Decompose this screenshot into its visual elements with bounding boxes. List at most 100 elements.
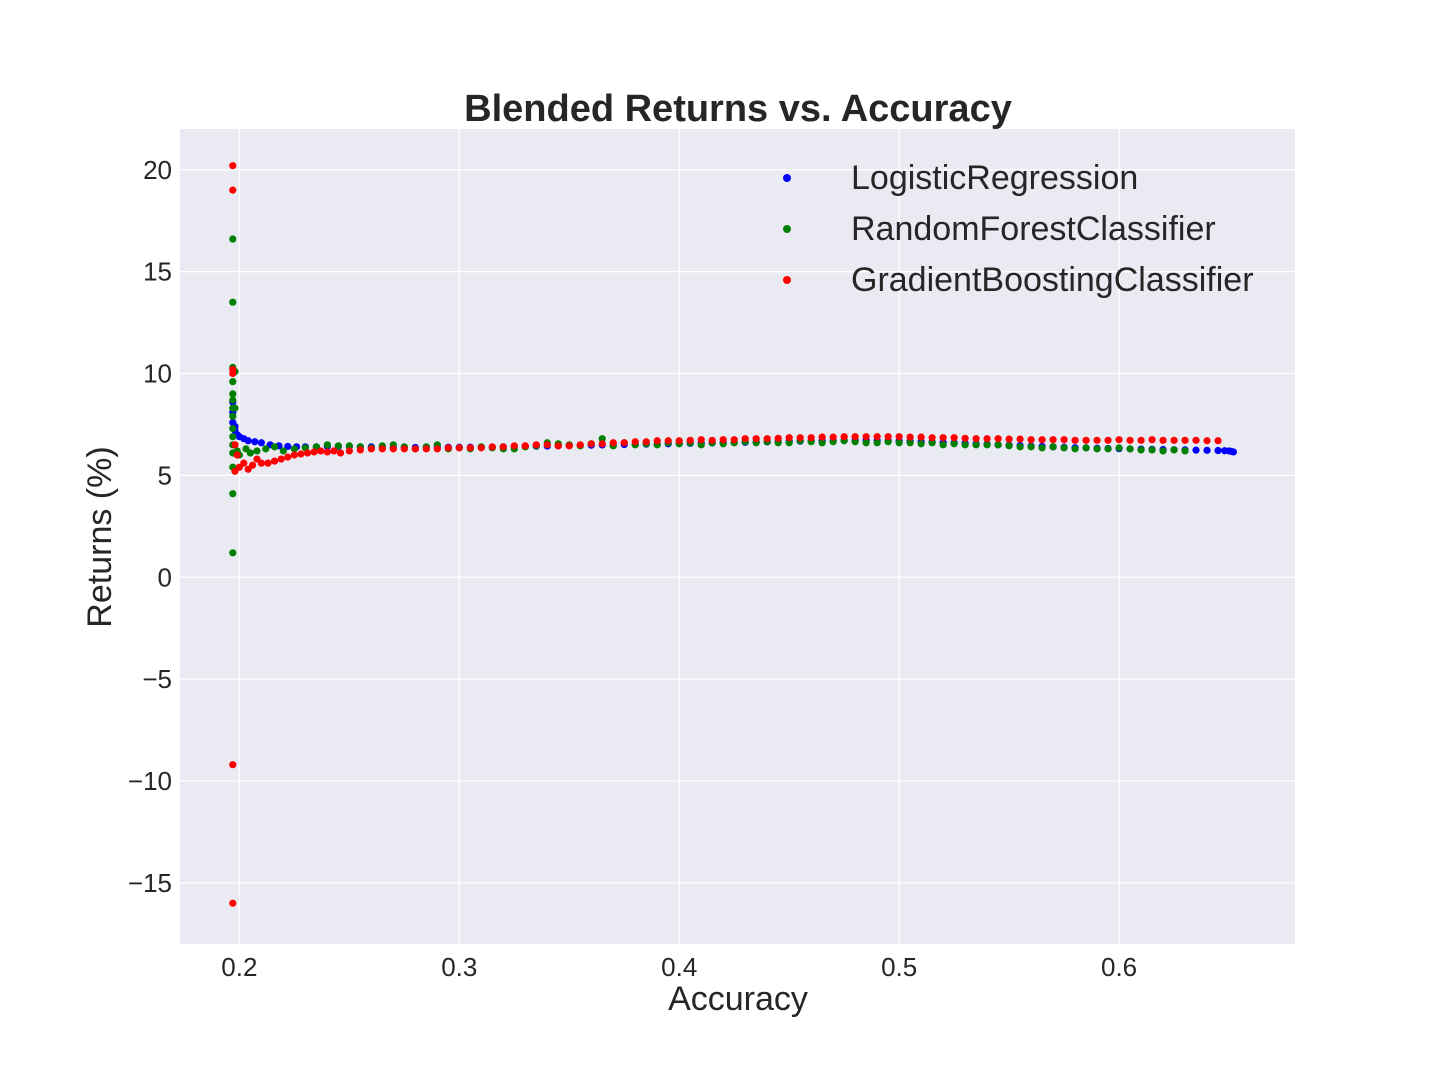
legend-label: LogisticRegression [851, 159, 1138, 197]
data-point [708, 436, 716, 444]
data-point [1229, 448, 1238, 456]
data-point [906, 439, 914, 447]
data-point [323, 441, 331, 449]
data-point [1192, 436, 1200, 444]
data-point [229, 396, 237, 404]
data-point [455, 444, 463, 452]
data-point [488, 443, 496, 451]
data-point [807, 434, 815, 442]
data-point [1137, 446, 1145, 454]
data-point [229, 369, 237, 378]
data-point [1159, 447, 1167, 455]
data-point [1126, 436, 1134, 444]
data-point [270, 457, 279, 465]
data-point [1192, 446, 1200, 454]
data-point [983, 441, 991, 449]
data-point [356, 446, 364, 454]
data-point [257, 439, 265, 447]
y-tick-label: 15 [143, 257, 172, 287]
data-point [653, 437, 661, 445]
data-point [284, 442, 292, 451]
data-point [851, 433, 859, 441]
data-point [444, 444, 452, 452]
data-point [1115, 436, 1123, 444]
data-point [884, 433, 892, 441]
legend-marker [783, 276, 791, 284]
data-point [433, 445, 441, 453]
data-point [631, 438, 639, 446]
data-point [229, 412, 237, 420]
data-point [466, 444, 474, 452]
data-point [972, 441, 980, 449]
data-point [895, 433, 903, 441]
data-point [532, 441, 540, 449]
data-point [884, 438, 892, 446]
data-point [1093, 436, 1101, 444]
data-point [290, 445, 298, 453]
data-point [277, 455, 285, 463]
data-point [730, 436, 738, 444]
data-point [961, 441, 969, 449]
data-point [1115, 444, 1123, 452]
data-point [317, 447, 325, 455]
data-point [290, 451, 298, 459]
data-point [1038, 436, 1046, 444]
data-point [499, 443, 507, 451]
data-point [851, 438, 859, 446]
data-point [1016, 443, 1024, 451]
data-point [950, 440, 958, 448]
data-point [994, 441, 1002, 449]
data-point [229, 186, 237, 194]
data-point [895, 439, 903, 447]
data-point [270, 443, 279, 451]
legend-label: GradientBoostingClassifier [851, 261, 1254, 299]
y-tick-label: 20 [143, 155, 172, 185]
data-point [862, 433, 870, 441]
data-point [378, 445, 386, 453]
data-point [1214, 437, 1222, 445]
data-point [257, 459, 265, 467]
y-tick-label: 10 [143, 359, 172, 389]
y-axis-ticks: −15 −10 −5 0 5 10 15 20 [128, 155, 172, 898]
data-point [240, 459, 248, 467]
data-point [231, 441, 239, 449]
data-point [862, 439, 870, 447]
data-point [248, 461, 257, 469]
data-point [1060, 436, 1068, 444]
data-point [297, 450, 305, 458]
data-point [330, 447, 338, 455]
data-point [231, 404, 239, 412]
data-point [1181, 436, 1189, 444]
data-point [411, 445, 419, 453]
data-point [686, 436, 694, 444]
data-point [873, 433, 881, 441]
data-point [587, 440, 595, 448]
data-point [244, 437, 252, 445]
data-point [1203, 437, 1211, 445]
series-GradientBoostingClassifier [229, 162, 1222, 907]
y-tick-label: −10 [128, 766, 172, 796]
legend-marker [783, 174, 791, 182]
data-point [752, 435, 760, 443]
data-point [1027, 436, 1035, 444]
data-point [928, 434, 936, 442]
data-point [345, 447, 353, 455]
data-point [774, 434, 782, 442]
data-point [1181, 447, 1189, 455]
data-point [939, 441, 947, 449]
legend-item: LogisticRegression [783, 159, 1138, 197]
data-point [598, 435, 606, 443]
data-point [675, 437, 683, 445]
data-point [609, 439, 617, 447]
data-point [422, 445, 430, 453]
data-point [840, 433, 848, 441]
data-point [229, 378, 237, 386]
y-tick-label: 0 [158, 562, 172, 592]
grid-lines [180, 129, 1295, 944]
x-tick-label: 0.4 [661, 952, 697, 982]
data-point [334, 442, 342, 450]
data-point [1093, 445, 1101, 453]
data-point [719, 436, 727, 444]
data-point [785, 439, 793, 447]
